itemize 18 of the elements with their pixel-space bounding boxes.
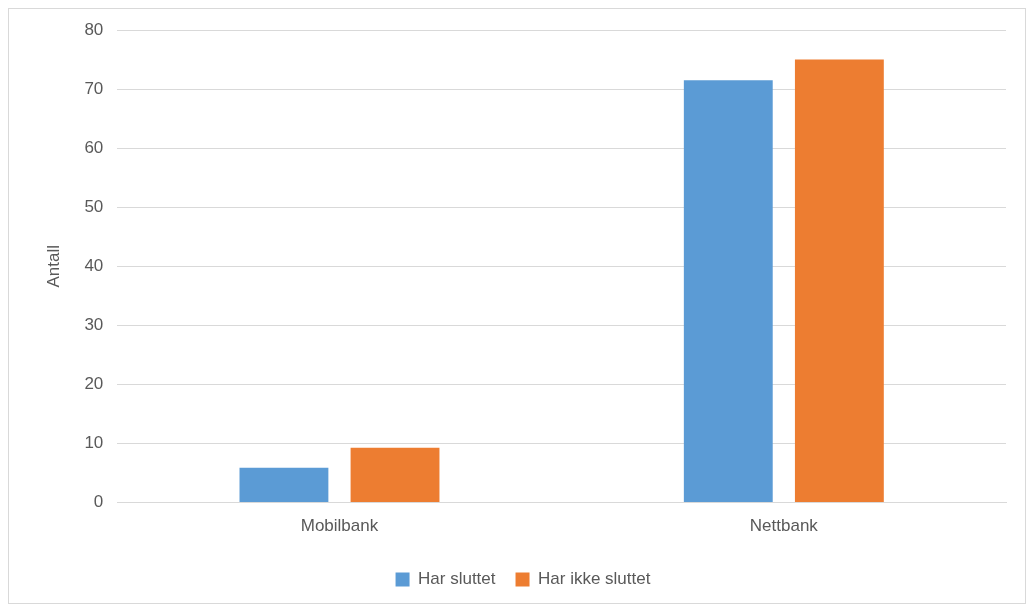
y-tick-label: 10 <box>84 433 104 453</box>
legend-label: Har sluttet <box>418 569 496 589</box>
bar <box>794 59 884 503</box>
x-tick-label: Nettbank <box>749 516 819 536</box>
y-tick-label: 20 <box>84 374 104 394</box>
y-tick-label: 40 <box>84 255 104 275</box>
y-tick-label: 80 <box>84 19 104 39</box>
bar <box>683 80 773 503</box>
legend-label: Har ikke sluttet <box>538 569 651 589</box>
x-tick-label: Mobilbank <box>300 516 379 536</box>
bar <box>350 447 440 503</box>
y-tick-label: 50 <box>84 196 104 216</box>
y-tick-label: 70 <box>84 78 104 98</box>
y-tick-label: 60 <box>84 137 104 157</box>
y-tick-label: 30 <box>84 315 104 335</box>
y-tick-label: 0 <box>93 492 104 512</box>
bar <box>239 467 329 503</box>
y-axis-title: Antall <box>43 245 63 288</box>
